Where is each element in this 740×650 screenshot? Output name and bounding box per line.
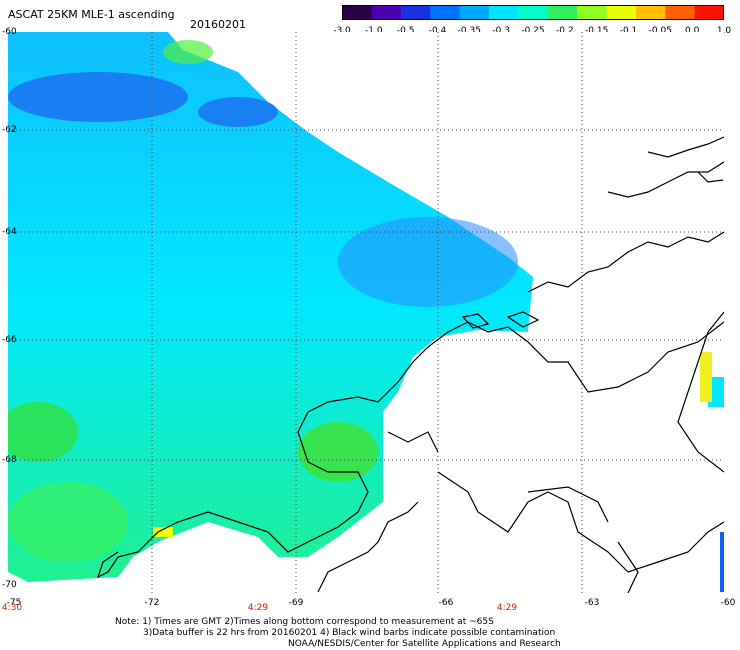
color-scale-segment <box>606 5 637 20</box>
color-scale-label: -0.05 <box>648 26 672 36</box>
lat-label: -62 <box>2 125 17 135</box>
time-label: 4:30 <box>1 603 23 613</box>
swath-data-region <box>8 32 533 582</box>
lon-label: -75 <box>6 598 22 608</box>
color-scale-label: -0.35 <box>457 26 481 36</box>
color-scale-label: 0.0 <box>684 26 700 36</box>
lat-label: -64 <box>2 227 17 237</box>
color-scale-segment <box>342 5 372 20</box>
coastlines <box>96 136 724 593</box>
color-scale-label: -0.1 <box>619 26 638 36</box>
blue-strip-bottom-right <box>720 532 724 592</box>
color-scale-label: 1.0 <box>716 26 732 36</box>
color-scale-segment <box>694 5 725 20</box>
color-scale-segment <box>635 5 666 20</box>
graticule <box>8 32 724 593</box>
lon-label: -60 <box>720 598 736 608</box>
color-scale-gradient <box>342 5 725 20</box>
green-patch <box>163 40 213 64</box>
color-scale-label: -0.4 <box>428 26 447 36</box>
color-scale-label: -0.15 <box>585 26 609 36</box>
map-svg <box>8 32 724 593</box>
color-scale-label: -3.0 <box>333 26 351 36</box>
color-scale-label: -0.3 <box>492 26 510 36</box>
color-scale-label: -0.5 <box>396 26 415 36</box>
time-label: 4:29 <box>496 603 518 613</box>
color-scale-bar <box>342 5 725 20</box>
color-scale-frame <box>342 5 724 20</box>
color-scale-segment <box>665 5 696 20</box>
lat-label: -66 <box>2 335 17 345</box>
color-scale-label: -0.2 <box>556 26 574 36</box>
product-title: ASCAT 25KM MLE-1 ascending <box>8 8 175 21</box>
color-scale-segment <box>488 5 519 20</box>
product-date: 20160201 <box>190 18 246 31</box>
time-label: 4:29 <box>247 603 269 613</box>
green-patch <box>8 482 128 562</box>
lat-label: -60 <box>2 27 17 37</box>
lat-label: -68 <box>2 455 17 465</box>
color-scale-segment <box>459 5 490 20</box>
dark-blue-patch <box>8 72 188 122</box>
color-scale-segment <box>518 5 549 20</box>
yellow-pixel <box>153 527 173 537</box>
satellite-map <box>8 32 724 593</box>
note-line-1: Note: 1) Times are GMT 2)Times along bot… <box>115 617 494 627</box>
yellow-strip-right <box>700 352 712 402</box>
color-scale-segment <box>400 5 431 20</box>
lat-label: -70 <box>2 580 17 590</box>
lon-label: -66 <box>438 598 454 608</box>
color-scale-segment <box>430 5 461 20</box>
color-scale-segment <box>547 5 578 20</box>
color-scale-label: -1.0 <box>365 26 383 36</box>
lon-label: -72 <box>144 598 160 608</box>
blue-patch <box>338 217 518 307</box>
lon-label: -69 <box>288 598 304 608</box>
color-scale-segment <box>577 5 607 20</box>
color-scale-segment <box>371 5 402 20</box>
lon-label: -63 <box>584 598 600 608</box>
green-patch <box>8 402 78 462</box>
green-patch <box>298 422 378 482</box>
note-line-3: NOAA/NESDIS/Center for Satellite Applica… <box>288 639 561 649</box>
dark-blue-patch <box>198 97 278 127</box>
note-line-2: 3)Data buffer is 22 hrs from 20160201 4)… <box>143 628 556 638</box>
color-scale-label: -0.25 <box>521 26 545 36</box>
